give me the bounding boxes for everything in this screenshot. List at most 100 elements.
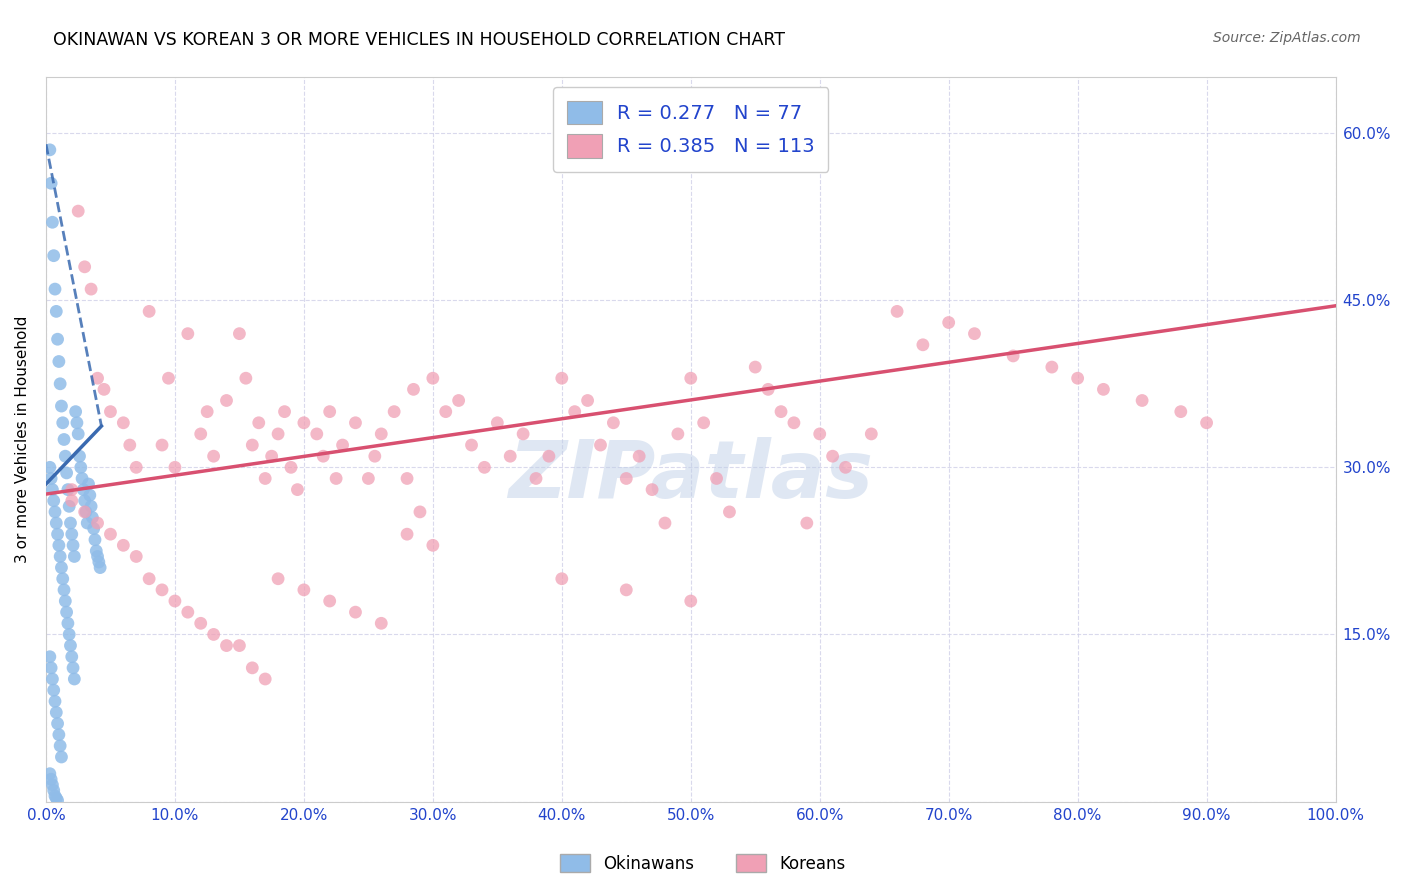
Point (45, 706, 67, 720)
Point (53, 594, 76, 608)
Point (796, 516, 818, 530)
Point (641, 483, 664, 497)
Point (38, 143, 60, 157)
Point (254, 471, 277, 485)
Point (39, 772, 62, 787)
Point (63, 672, 86, 686)
Point (53, 433, 76, 447)
Point (202, 627, 225, 641)
Point (41, 778, 63, 792)
Point (51, 560, 73, 574)
Point (65, 404, 87, 418)
Point (305, 426, 328, 441)
Point (44, 282, 66, 296)
Point (67, 204, 90, 219)
Point (83, 522, 105, 536)
Point (89, 560, 111, 574)
Point (150, 582, 173, 597)
Point (86, 516, 108, 530)
Point (69, 449, 91, 463)
Point (73, 493, 96, 508)
Point (42, 249, 65, 263)
Point (190, 616, 212, 631)
Point (73, 260, 96, 274)
Point (49, 739, 72, 753)
Point (46, 332, 69, 346)
Point (273, 404, 295, 418)
Point (46, 527, 69, 541)
Point (38, 460, 60, 475)
Point (1066, 371, 1088, 385)
Point (202, 449, 225, 463)
Point (51, 399, 73, 413)
Point (1040, 360, 1063, 375)
Point (59, 516, 82, 530)
Point (138, 572, 160, 586)
Point (364, 449, 387, 463)
Point (886, 304, 908, 318)
Point (62, 661, 84, 675)
Point (48, 538, 70, 552)
Point (157, 371, 180, 385)
Point (77, 477, 100, 491)
Point (52, 572, 75, 586)
Point (215, 639, 238, 653)
Point (163, 594, 186, 608)
Point (73, 505, 96, 519)
Point (808, 426, 831, 441)
Point (963, 326, 986, 341)
Point (1195, 416, 1218, 430)
Point (679, 371, 702, 385)
Point (66, 416, 89, 430)
Point (41, 483, 63, 497)
Point (292, 582, 315, 597)
Point (524, 471, 547, 485)
Point (86, 371, 108, 385)
Point (45, 791, 67, 805)
Text: OKINAWAN VS KOREAN 3 OR MORE VEHICLES IN HOUSEHOLD CORRELATION CHART: OKINAWAN VS KOREAN 3 OR MORE VEHICLES IN… (53, 31, 786, 49)
Point (84, 533, 107, 547)
Point (1092, 383, 1115, 397)
Point (51, 750, 73, 764)
Point (60, 493, 83, 508)
Point (576, 393, 599, 408)
Point (235, 371, 257, 385)
Point (1130, 393, 1153, 408)
Text: ZIPatlas: ZIPatlas (508, 437, 873, 515)
Point (614, 471, 637, 485)
Point (344, 416, 367, 430)
Point (56, 483, 79, 497)
Point (370, 616, 392, 631)
Point (422, 538, 444, 552)
Point (76, 516, 98, 530)
Point (228, 326, 250, 341)
Point (382, 404, 405, 418)
Point (190, 426, 212, 441)
Point (49, 549, 72, 564)
Point (112, 416, 135, 430)
Point (62, 538, 84, 552)
Point (150, 438, 173, 452)
Point (756, 383, 779, 397)
Point (1170, 404, 1192, 418)
Legend: Okinawans, Koreans: Okinawans, Koreans (554, 847, 852, 880)
Point (312, 449, 335, 463)
Point (53, 582, 76, 597)
Point (44, 694, 66, 708)
Point (41, 672, 63, 686)
Point (72, 483, 94, 497)
Point (70, 471, 93, 485)
Point (551, 371, 574, 385)
Point (58, 500, 80, 514)
Point (267, 426, 290, 441)
Point (55, 605, 77, 619)
Point (267, 572, 290, 586)
Point (42, 783, 65, 797)
Point (79, 488, 101, 502)
Point (195, 404, 218, 418)
Point (679, 594, 702, 608)
Point (666, 426, 689, 441)
Point (474, 460, 496, 475)
Point (80, 282, 103, 296)
Point (42, 493, 65, 508)
